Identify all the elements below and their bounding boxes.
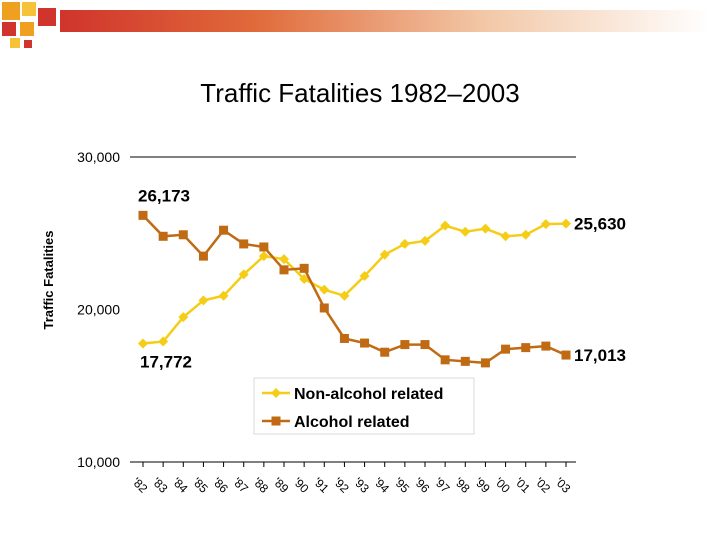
x-tick-label: '85 xyxy=(190,475,211,496)
data-point xyxy=(198,295,209,306)
decorative-header-bar xyxy=(60,10,710,32)
data-point xyxy=(399,238,410,249)
data-point xyxy=(480,223,491,234)
data-point xyxy=(359,270,370,281)
x-tick-label: '94 xyxy=(371,475,392,496)
x-tick-label: '88 xyxy=(250,475,271,496)
data-point xyxy=(178,230,188,240)
y-tick-label: 30,000 xyxy=(77,149,120,165)
decorative-square xyxy=(24,40,32,48)
data-point xyxy=(460,226,471,237)
data-point xyxy=(158,336,169,347)
data-point xyxy=(379,249,390,260)
x-tick-label: '03 xyxy=(552,475,573,496)
data-point xyxy=(400,340,410,350)
data-point xyxy=(561,350,571,360)
data-point xyxy=(561,218,571,229)
data-point xyxy=(259,242,269,252)
data-point xyxy=(339,333,349,343)
x-tick-label: '97 xyxy=(431,475,452,496)
x-tick-label: '99 xyxy=(472,475,493,496)
series-line xyxy=(142,214,567,365)
data-point xyxy=(299,274,310,284)
data-annotation: 25,630 xyxy=(574,215,626,234)
data-annotation: 17,013 xyxy=(574,346,626,365)
decorative-square xyxy=(10,38,20,48)
data-annotation: 17,772 xyxy=(140,352,192,371)
x-tick-label: '01 xyxy=(512,475,533,496)
x-tick-label: '00 xyxy=(492,475,513,496)
legend-label: Non-alcohol related xyxy=(294,386,443,403)
data-point xyxy=(319,303,329,313)
data-point xyxy=(138,338,148,349)
data-point xyxy=(218,290,229,301)
decorative-square xyxy=(2,2,20,20)
data-point xyxy=(540,219,551,230)
x-tick-label: '90 xyxy=(290,475,311,496)
y-tick-label: 10,000 xyxy=(77,454,120,470)
chart-annotations: 26,173 25,630 17,772 17,013 xyxy=(138,186,626,371)
decorative-square xyxy=(22,2,36,16)
data-point xyxy=(520,229,531,240)
chart-series xyxy=(138,210,571,368)
x-tick-label: '89 xyxy=(270,475,291,496)
data-point xyxy=(420,235,430,246)
series-line xyxy=(142,222,567,345)
decorative-square xyxy=(38,8,56,26)
data-point xyxy=(420,340,430,350)
y-tick-label: 20,000 xyxy=(77,302,120,318)
x-tick-label: '83 xyxy=(149,475,170,496)
x-tick-label: '84 xyxy=(170,475,191,496)
x-tick-label: '02 xyxy=(532,475,553,496)
data-point xyxy=(541,341,551,351)
data-point xyxy=(178,312,189,323)
data-point xyxy=(198,251,208,261)
data-point xyxy=(238,269,249,280)
data-point xyxy=(500,231,511,242)
decorative-square xyxy=(20,22,34,36)
legend-box xyxy=(253,377,475,435)
data-point xyxy=(258,251,269,262)
data-point xyxy=(239,239,249,249)
data-point xyxy=(279,265,289,275)
data-annotation: 26,173 xyxy=(138,186,190,205)
data-point xyxy=(158,231,168,241)
data-point xyxy=(319,284,330,295)
x-tick-label: '92 xyxy=(331,475,352,496)
data-point xyxy=(501,344,511,354)
x-tick-label: '96 xyxy=(411,475,432,496)
x-tick-label: '87 xyxy=(230,475,251,496)
x-tick-label: '86 xyxy=(210,475,231,496)
data-point xyxy=(440,220,451,231)
data-point xyxy=(339,290,350,301)
decorative-square xyxy=(2,22,16,36)
legend-marker xyxy=(271,416,281,426)
data-point xyxy=(380,347,390,357)
legend-marker xyxy=(271,388,281,398)
chart-title: Traffic Fatalities 1982–2003 xyxy=(200,78,520,108)
x-tick-label: '95 xyxy=(391,475,412,496)
x-tick-label: '91 xyxy=(311,475,332,496)
data-point xyxy=(460,356,470,366)
data-point xyxy=(521,343,531,353)
legend-label: Alcohol related xyxy=(294,414,410,431)
data-point xyxy=(480,358,490,368)
data-point xyxy=(138,210,148,220)
data-point xyxy=(440,355,450,365)
x-tick-label: '98 xyxy=(452,475,473,496)
data-point xyxy=(360,338,370,348)
data-point xyxy=(279,254,289,265)
data-point xyxy=(299,263,309,273)
y-axis-label: Traffic Fatalities xyxy=(41,231,56,330)
x-tick-label: '82 xyxy=(129,475,150,496)
data-point xyxy=(219,225,229,235)
x-tick-label: '93 xyxy=(351,475,372,496)
chart-legend: Non-alcohol related Alcohol related xyxy=(253,377,475,435)
